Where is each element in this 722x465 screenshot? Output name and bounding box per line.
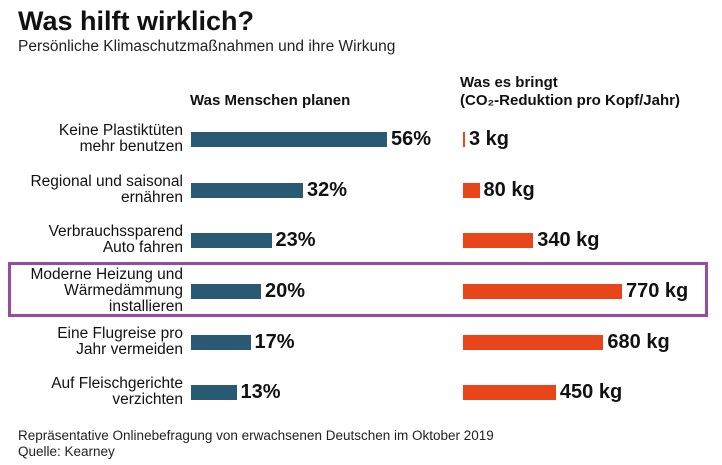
plan-bar <box>191 132 387 147</box>
plan-value-label: 32% <box>307 179 348 201</box>
plan-bar <box>191 183 303 198</box>
plan-bar <box>191 335 251 350</box>
co2-value-label: 3 kg <box>469 128 510 150</box>
plan-value-label: 23% <box>275 229 316 251</box>
category-label-line: Wärmedämmung <box>64 282 183 299</box>
category-label-line: verzichten <box>112 391 183 408</box>
left-series-header: Was Menschen planen <box>190 92 351 109</box>
category-label-line: Auto fahren <box>102 239 183 256</box>
chart-subtitle: Persönliche Klimaschutzmaßnahmen und ihr… <box>18 38 396 55</box>
category-label: Eine Flugreise pro Jahr vermeiden <box>0 326 183 358</box>
plan-bar <box>191 233 272 248</box>
footer-note: Repräsentative Onlinebefragung von erwac… <box>18 428 494 443</box>
plan-value-label: 17% <box>254 331 295 353</box>
highlight-box <box>8 262 708 317</box>
category-label-line: Keine Plastiktüten <box>58 123 183 139</box>
category-label-line: Jahr vermeiden <box>76 341 183 358</box>
co2-reduction-bar <box>463 233 534 248</box>
category-label-line: Auf Fleischgerichte <box>51 376 183 392</box>
footer-source: Quelle: Kearney <box>18 444 115 459</box>
plan-bar <box>191 284 261 299</box>
co2-value-label: 340 kg <box>537 229 600 251</box>
co2-value-label: 770 kg <box>626 280 689 302</box>
plan-value-label: 56% <box>391 128 432 150</box>
right-header-line1: Was es bringt <box>460 74 558 91</box>
chart-title: Was hilft wirklich? <box>18 6 255 36</box>
plan-value-label: 13% <box>240 381 281 403</box>
category-label: Verbrauchssparend Auto fahren <box>0 224 183 256</box>
plan-value-label: 20% <box>265 280 306 302</box>
right-header-line2: (CO₂-Reduktion pro Kopf/Jahr) <box>460 92 680 109</box>
co2-reduction-bar <box>463 335 604 350</box>
category-label-line: mehr benutzen <box>79 138 183 155</box>
category-label-line: Eine Flugreise pro <box>57 326 183 342</box>
co2-reduction-bar <box>463 385 556 400</box>
category-label-line: Regional und saisonal <box>30 174 183 190</box>
plan-bar <box>191 385 237 400</box>
category-label: Keine Plastiktüten mehr benutzen <box>0 123 183 155</box>
category-label-line: installieren <box>108 298 183 315</box>
co2-value-label: 80 kg <box>483 179 535 201</box>
category-label: Regional und saisonal ernähren <box>0 174 183 206</box>
chart-footer: Repräsentative Onlinebefragung von erwac… <box>18 428 494 460</box>
category-label-line: Verbrauchssparend <box>48 224 183 240</box>
category-label-line: Moderne Heizung und <box>30 267 183 283</box>
right-series-header: Was es bringt (CO₂-Reduktion pro Kopf/Ja… <box>460 74 722 110</box>
category-label-line: ernähren <box>120 189 183 206</box>
co2-reduction-bar <box>463 183 480 198</box>
category-label: Moderne Heizung und Wärmedämmung installie… <box>0 267 183 315</box>
co2-value-label: 680 kg <box>607 331 670 353</box>
category-label: Auf Fleischgerichte verzichten <box>0 376 183 408</box>
co2-reduction-bar <box>463 284 622 299</box>
co2-value-label: 450 kg <box>559 381 623 403</box>
co2-reduction-bar <box>463 132 465 147</box>
